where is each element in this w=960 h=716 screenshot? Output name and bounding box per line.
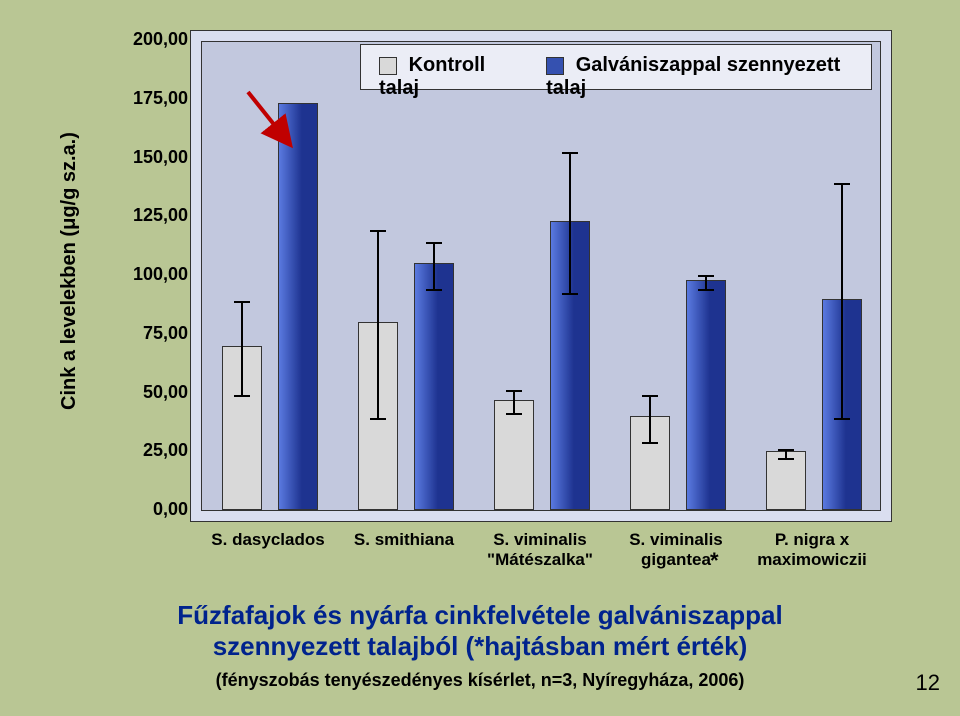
legend-swatch-treated: [546, 57, 564, 75]
error-bar: [649, 395, 651, 442]
y-axis-label: Cink a levelekben (μg/g sz.a.): [58, 132, 81, 410]
error-cap: [506, 413, 522, 415]
error-cap: [234, 395, 250, 397]
error-bar: [241, 301, 243, 395]
error-bar: [377, 230, 379, 418]
error-cap: [506, 390, 522, 392]
x-category-label: S. viminalis"Mátészalka": [480, 530, 600, 570]
y-tick-label: 75,00: [108, 323, 188, 344]
legend-item-control: Kontroll talaj: [379, 54, 516, 100]
x-category-label: S. dasyclados: [208, 530, 328, 550]
error-bar: [705, 275, 707, 289]
error-bar: [433, 242, 435, 289]
plot-area: [201, 41, 881, 511]
bar-treated: [414, 263, 454, 510]
y-tick-label: 125,00: [108, 205, 188, 226]
error-cap: [834, 183, 850, 185]
error-cap: [698, 275, 714, 277]
error-cap: [642, 395, 658, 397]
y-tick-label: 100,00: [108, 264, 188, 285]
error-cap: [426, 289, 442, 291]
bar-treated: [686, 280, 726, 510]
error-cap: [698, 289, 714, 291]
bar-treated: [278, 103, 318, 510]
error-bar: [569, 152, 571, 293]
legend-item-treated: Galvániszappal szennyezett talaj: [546, 54, 853, 100]
legend-swatch-control: [379, 57, 397, 75]
y-tick-label: 200,00: [108, 29, 188, 50]
legend-box: Kontroll talaj Galvániszappal szennyezet…: [360, 44, 872, 90]
caption: Fűzfafajok és nyárfa cinkfelvétele galvá…: [0, 600, 960, 691]
x-category-label: P. nigra xmaximowiczii: [752, 530, 872, 570]
page-number: 12: [916, 670, 940, 696]
y-tick-label: 175,00: [108, 88, 188, 109]
error-cap: [234, 301, 250, 303]
caption-line3: (fényszobás tenyészedényes kísérlet, n=3…: [0, 670, 960, 691]
bar-control: [766, 451, 806, 510]
error-cap: [562, 293, 578, 295]
caption-line2: szennyezett talajból (*hajtásban mért ér…: [0, 631, 960, 662]
error-bar: [841, 183, 843, 418]
y-tick-label: 25,00: [108, 440, 188, 461]
error-cap: [370, 230, 386, 232]
error-cap: [562, 152, 578, 154]
y-tick-label: 150,00: [108, 147, 188, 168]
x-category-label: S. smithiana: [344, 530, 464, 550]
error-cap: [370, 418, 386, 420]
footnote-star: *: [710, 548, 719, 574]
error-cap: [778, 458, 794, 460]
error-cap: [778, 449, 794, 451]
annotation-arrow-icon: [242, 88, 302, 163]
error-bar: [513, 390, 515, 414]
error-cap: [834, 418, 850, 420]
bar-control: [494, 400, 534, 510]
chart-frame: Cink a levelekben (μg/g sz.a.) 0,00 25,00…: [50, 20, 910, 580]
legend-label-treated: Galvániszappal szennyezett talaj: [546, 54, 840, 99]
page-root: Cink a levelekben (μg/g sz.a.) 0,00 25,00…: [0, 0, 960, 716]
y-tick-label: 0,00: [108, 499, 188, 520]
error-cap: [426, 242, 442, 244]
error-cap: [642, 442, 658, 444]
caption-line1: Fűzfafajok és nyárfa cinkfelvétele galvá…: [0, 600, 960, 631]
y-tick-label: 50,00: [108, 382, 188, 403]
